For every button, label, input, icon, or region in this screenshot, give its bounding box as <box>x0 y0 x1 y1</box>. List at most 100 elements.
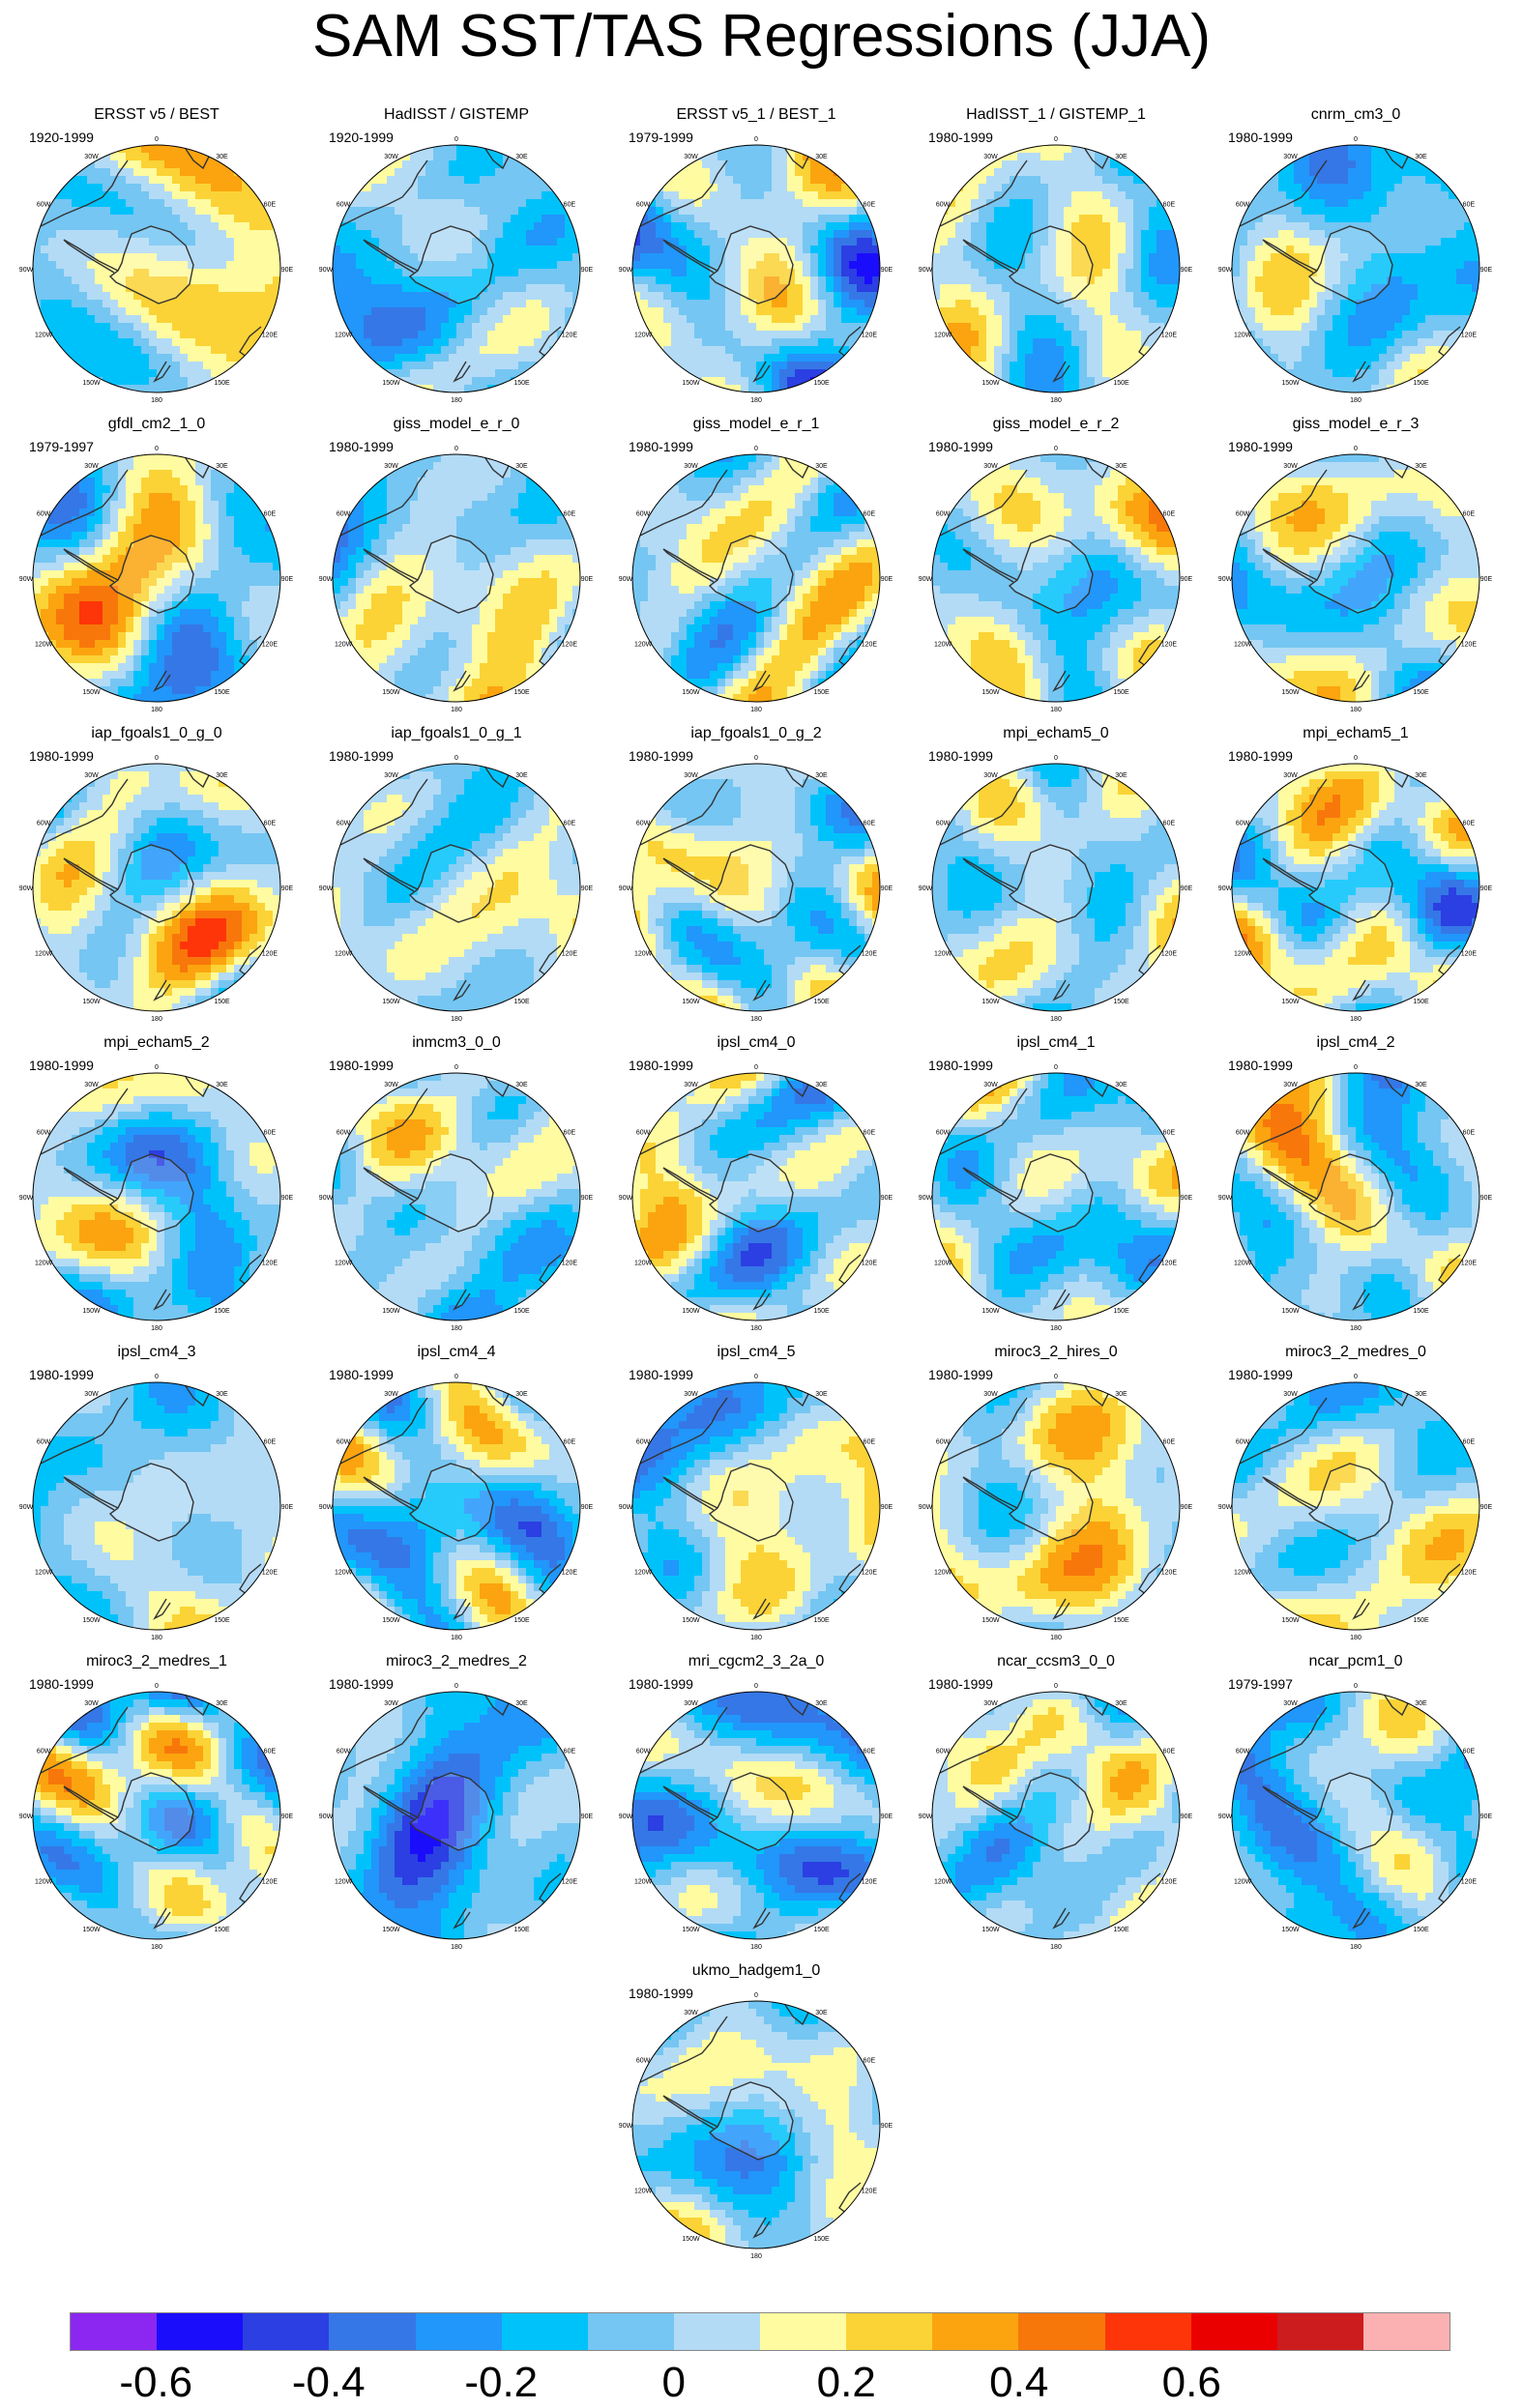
polar-map: 0 30E 60E 90E 120E 150E 180 150W 120W 90W 60W 30W <box>619 136 893 404</box>
panel-title: giss_model_e_r_3 <box>1211 416 1501 433</box>
coastline <box>153 361 171 383</box>
longitude-label: 60E <box>264 511 277 518</box>
coastline <box>63 548 119 583</box>
longitude-label: 60E <box>564 821 576 827</box>
panel-title: ipsl_cm4_3 <box>12 1344 302 1361</box>
longitude-label: 60E <box>264 1439 277 1446</box>
longitude-label: 30W <box>1283 463 1298 470</box>
coastline <box>33 1397 129 1468</box>
panel-period: 1980-1999 <box>629 1986 693 2001</box>
colorbar-swatch <box>846 2313 933 2350</box>
panel-title: HadISST / GISTEMP <box>311 106 601 124</box>
longitude-label: 90W <box>919 1195 933 1202</box>
polar-map: 0 30E 60E 90E 120E 150E 180 150W 120W 90W 60W 30W <box>919 1683 1193 1951</box>
longitude-label: 90E <box>881 885 893 892</box>
antarctica-outline <box>108 225 194 305</box>
coastline <box>1232 1706 1328 1778</box>
longitude-label: 150E <box>214 380 230 387</box>
antarctica-outline <box>1008 844 1094 923</box>
longitude-label: 0 <box>1354 136 1358 143</box>
longitude-label: 30W <box>1283 1082 1298 1088</box>
longitude-label: 150E <box>1413 380 1429 387</box>
coastline <box>63 1785 119 1820</box>
coastlines <box>33 1385 270 1620</box>
longitude-label: 120E <box>1461 1570 1478 1577</box>
coastline <box>962 857 1018 892</box>
colorbar-swatch <box>157 2313 244 2350</box>
longitude-label: 0 <box>754 1992 758 1999</box>
longitude-label: 30E <box>216 772 228 779</box>
longitude-label: 120E <box>862 2189 878 2195</box>
longitude-label: 150W <box>382 689 400 696</box>
longitude-label: 60W <box>636 511 651 518</box>
longitude-label: 90W <box>919 1813 933 1820</box>
longitude-label: 90W <box>19 267 34 274</box>
polar-map: 0 30E 60E 90E 120E 150E 180 150W 120W 90W 60W 30W <box>619 1064 893 1332</box>
regression-field <box>932 454 1180 702</box>
coastline <box>932 1706 1028 1778</box>
longitude-label: 0 <box>1354 755 1358 762</box>
panel-period: 1980-1999 <box>928 1676 993 1692</box>
longitude-label: 90E <box>881 576 893 583</box>
longitude-label: 30W <box>684 772 698 779</box>
longitude-label: 120W <box>634 2189 653 2195</box>
panel-period: 1980-1999 <box>329 439 394 454</box>
coastline <box>363 548 419 583</box>
coastline <box>752 361 771 383</box>
regression-field <box>932 145 1180 392</box>
colorbar-tick-label: 0.6 <box>1162 2359 1221 2407</box>
coastlines <box>932 1385 1169 1620</box>
coastline <box>63 857 119 892</box>
colorbar-swatch <box>501 2313 588 2350</box>
longitude-label: 60W <box>337 511 351 518</box>
longitude-label: 30E <box>216 1082 228 1088</box>
longitude-label: 150W <box>82 1927 101 1933</box>
longitude-label: 60W <box>337 1439 351 1446</box>
longitude-label: 150E <box>1113 999 1129 1005</box>
longitude-label: 120E <box>862 642 878 649</box>
longitude-label: 30E <box>515 154 528 160</box>
panel-title: ipsl_cm4_2 <box>1211 1034 1501 1052</box>
map-border <box>332 1072 581 1321</box>
panel-period: 1979-1997 <box>29 439 94 454</box>
map-panel: inmcm3_0_0 0 30E 60E 90E 120E 150E 180 150W 120W 9… <box>311 1034 601 1342</box>
longitude-label: 90E <box>1181 885 1193 892</box>
map-border <box>1231 1691 1480 1940</box>
map-panel: mpi_echam5_2 0 30E 60E 90E 120E 150E 180 150W 120… <box>12 1034 302 1342</box>
coastline <box>962 1785 1018 1820</box>
regression-field <box>33 145 280 392</box>
longitude-label: 120W <box>934 1570 952 1577</box>
longitude-label: 60E <box>564 202 576 209</box>
panel-title: ukmo_hadgem1_0 <box>611 1962 901 1980</box>
regression-field <box>1232 1692 1479 1939</box>
antarctica-outline <box>1008 1463 1094 1542</box>
longitude-label: 150W <box>682 1617 700 1624</box>
longitude-label: 90W <box>1218 1195 1233 1202</box>
coastlines <box>333 148 570 383</box>
longitude-label: 30E <box>815 772 828 779</box>
longitude-label: 90W <box>319 576 334 583</box>
longitude-label: 0 <box>454 1374 458 1380</box>
map-border <box>1231 1072 1480 1321</box>
coastline <box>333 1088 428 1159</box>
map-border <box>1231 1381 1480 1631</box>
antarctica-outline <box>408 1153 494 1233</box>
longitude-label: 90E <box>281 1813 294 1820</box>
longitude-label: 30E <box>1115 1082 1128 1088</box>
coastlines <box>333 767 570 1001</box>
coastline <box>484 1385 510 1407</box>
longitude-label: 30W <box>983 1391 998 1398</box>
longitude-label: 90W <box>619 885 633 892</box>
map-border <box>931 1691 1181 1940</box>
longitude-label: 60E <box>564 511 576 518</box>
coastline <box>1262 857 1318 892</box>
coastlines <box>632 457 869 692</box>
longitude-label: 30W <box>84 772 99 779</box>
longitude-label: 150E <box>813 689 830 696</box>
longitude-label: 120E <box>862 333 878 339</box>
coastline <box>962 1476 1018 1511</box>
longitude-label: 30E <box>515 1700 528 1707</box>
longitude-label: 90E <box>1480 885 1493 892</box>
longitude-label: 30E <box>216 154 228 160</box>
polar-map: 0 30E 60E 90E 120E 150E 180 150W 120W 90W 60W 30W <box>19 446 294 713</box>
